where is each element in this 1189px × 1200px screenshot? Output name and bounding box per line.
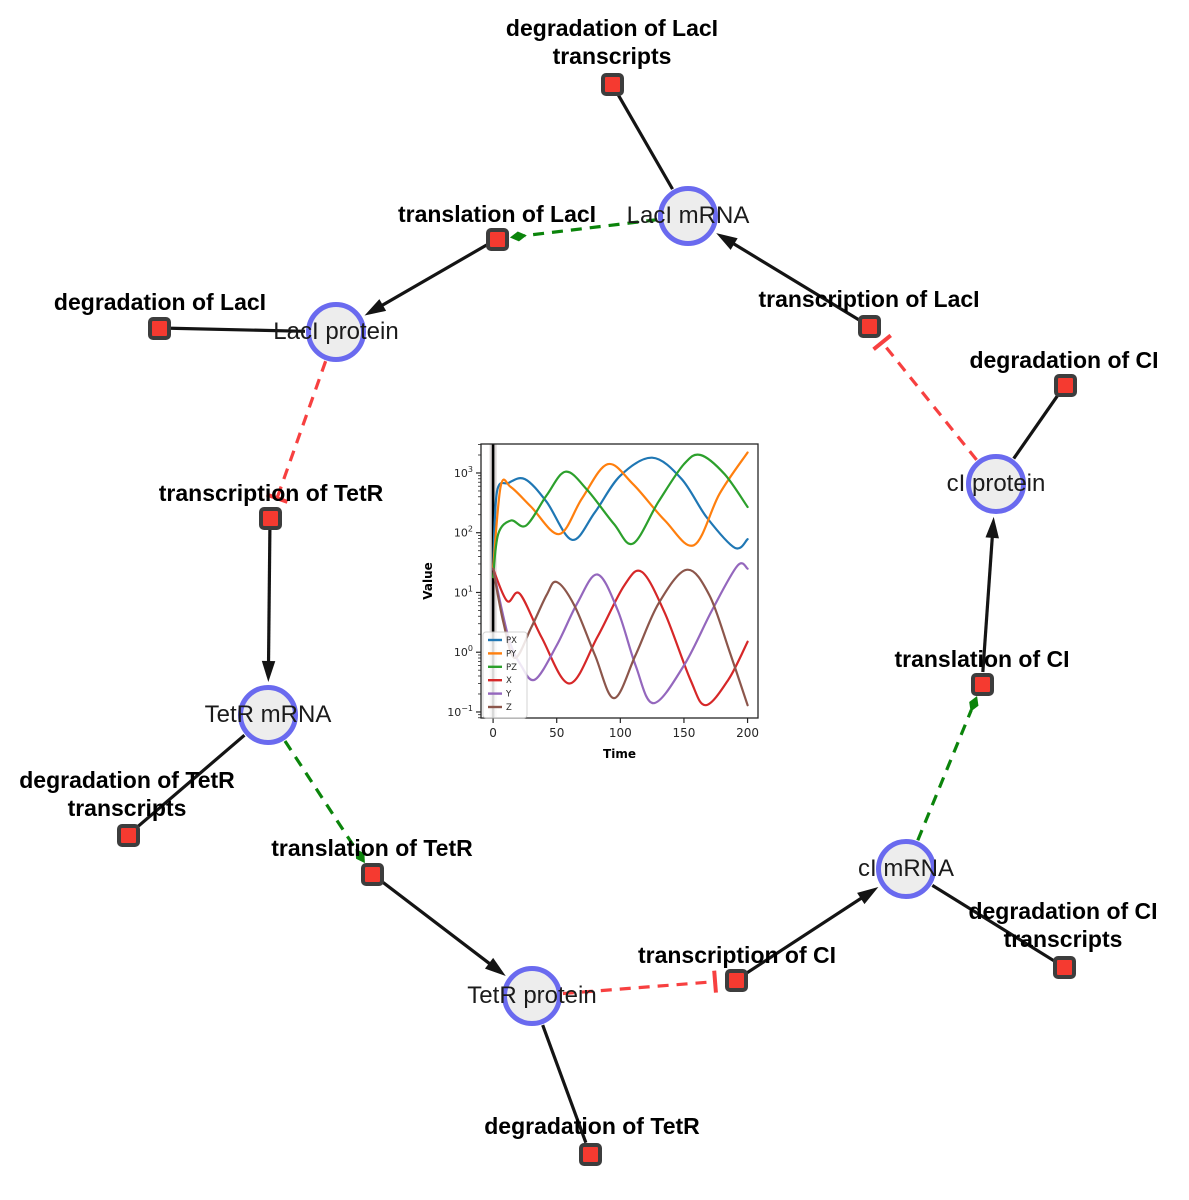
edge-laci-mrna-translation-of-laci xyxy=(509,218,658,242)
legend-label-PZ: PZ xyxy=(506,663,517,673)
legend-label-Y: Y xyxy=(505,690,512,700)
arrowhead-icon xyxy=(364,299,387,316)
inhibition-bar-icon xyxy=(712,970,718,993)
edge-ci-protein-transcription-of-laci xyxy=(872,333,978,461)
inhibition-bar-icon xyxy=(265,492,289,504)
reaction-node-degradation-of-tetr[interactable] xyxy=(578,1142,602,1166)
catalysis-diamond-icon xyxy=(355,848,365,864)
x-tick-label: 0 xyxy=(489,726,497,740)
timeseries-plot: 0 50 100 150 20010−1100101102103TimeValuePXP… xyxy=(407,437,787,763)
legend-label-PX: PX xyxy=(506,636,517,646)
y-tick-label: 10−1 xyxy=(447,704,473,719)
catalysis-diamond-icon xyxy=(969,696,979,712)
axes-spines xyxy=(480,443,759,719)
edge-tetr-mrna-translation-of-tetr xyxy=(283,740,365,864)
y-tick-label: 101 xyxy=(454,584,473,599)
series-line-PY xyxy=(492,451,749,570)
reaction-label-translation-of-tetr: translation of TetR xyxy=(271,835,473,861)
edge-tetr-protein-degradation-of-tetr xyxy=(541,1024,588,1144)
catalysis-diamond-icon xyxy=(509,231,527,242)
edge-ci-mrna-translation-of-ci xyxy=(916,696,979,841)
reaction-node-transcription-of-ci[interactable] xyxy=(724,968,748,992)
reaction-node-degradation-of-tetr-transcripts[interactable] xyxy=(116,823,140,847)
arrowhead-icon xyxy=(985,516,999,539)
legend-label-Z: Z xyxy=(506,703,512,713)
reaction-node-degradation-of-ci[interactable] xyxy=(1053,373,1077,397)
x-tick-label: 50 xyxy=(549,726,564,740)
legend-label-PY: PY xyxy=(506,649,517,659)
edge-transcription-of-laci-laci-mrna xyxy=(716,233,860,322)
arrowhead-icon xyxy=(261,660,276,683)
edge-translation-of-laci-laci-protein xyxy=(364,243,488,316)
edge-transcription-of-ci-ci-mrna xyxy=(745,887,879,975)
reaction-label-degradation-of-tetr: degradation of TetR xyxy=(484,1113,700,1139)
y-axis-title: Value xyxy=(421,562,435,600)
reaction-node-transcription-of-tetr[interactable] xyxy=(258,506,282,530)
edge-tetr-mrna-degradation-of-tetr-transcripts xyxy=(136,733,246,829)
y-tick-label: 100 xyxy=(454,644,473,659)
x-tick-label: 100 xyxy=(609,726,632,740)
reaction-node-degradation-of-ci-transcripts[interactable] xyxy=(1052,955,1076,979)
edge-laci-protein-degradation-of-laci xyxy=(170,326,306,333)
series-line-PZ xyxy=(492,453,749,579)
edge-laci-mrna-degradation-of-laci-transcripts xyxy=(616,93,674,190)
species-node-laci-protein[interactable] xyxy=(306,302,366,362)
reaction-label-degradation-of-laci: degradation of LacI xyxy=(53,289,267,315)
edge-tetr-protein-transcription-of-ci xyxy=(562,970,718,996)
reaction-node-transcription-of-laci[interactable] xyxy=(857,314,881,338)
inhibition-bar-icon xyxy=(872,333,892,351)
species-node-ci-mrna[interactable] xyxy=(876,839,936,899)
arrowhead-icon xyxy=(484,957,506,976)
reaction-label-degradation-of-tetr-transcripts-line1: degradation of TetR xyxy=(19,767,235,793)
reaction-label-transcription-of-ci: transcription of CI xyxy=(637,942,837,968)
species-label-tetr-mrna: TetR mRNA xyxy=(204,701,332,728)
species-label-laci-protein: LacI protein xyxy=(273,318,399,345)
edge-transcription-of-tetr-tetr-mrna xyxy=(261,529,276,683)
edge-laci-protein-transcription-of-tetr xyxy=(265,360,328,504)
species-node-tetr-protein[interactable] xyxy=(502,966,562,1026)
species-node-ci-protein[interactable] xyxy=(966,454,1026,514)
reaction-node-translation-of-tetr[interactable] xyxy=(360,862,384,886)
edge-ci-protein-degradation-of-ci xyxy=(1012,393,1060,460)
legend-label-X: X xyxy=(506,676,512,686)
reaction-label-transcription-of-laci: transcription of LacI xyxy=(758,286,980,312)
edge-translation-of-tetr-tetr-protein xyxy=(380,880,506,976)
reaction-label-degradation-of-ci-transcripts-line1: degradation of CI xyxy=(968,898,1158,924)
reaction-label-translation-of-laci: translation of LacI xyxy=(397,201,597,227)
species-node-laci-mrna[interactable] xyxy=(658,186,718,246)
x-tick-label: 200 xyxy=(736,726,759,740)
edge-translation-of-ci-ci-protein xyxy=(981,516,999,673)
reaction-label-degradation-of-laci-transcripts-line1: degradation of LacI xyxy=(505,15,719,41)
reaction-node-degradation-of-laci-transcripts[interactable] xyxy=(600,72,624,96)
arrowhead-icon xyxy=(857,887,879,905)
series-line-X xyxy=(492,567,749,707)
y-tick-label: 103 xyxy=(454,465,473,480)
reaction-label-degradation-of-ci-transcripts-line2: transcripts xyxy=(1003,926,1123,952)
reaction-label-transcription-of-tetr: transcription of TetR xyxy=(158,480,384,506)
species-node-tetr-mrna[interactable] xyxy=(238,685,298,745)
reaction-label-degradation-of-ci: degradation of CI xyxy=(969,347,1159,373)
x-tick-label: 150 xyxy=(672,726,695,740)
species-label-ci-protein: cI protein xyxy=(946,470,1046,497)
reaction-node-degradation-of-laci[interactable] xyxy=(147,316,171,340)
species-label-tetr-protein: TetR protein xyxy=(467,982,597,1009)
chart-legend: PX PY PZ XYZ xyxy=(482,631,528,719)
reaction-label-degradation-of-laci-transcripts-line2: transcripts xyxy=(552,43,672,69)
chart-background xyxy=(407,437,787,763)
x-axis-title: Time xyxy=(603,747,636,761)
y-tick-label: 102 xyxy=(454,525,473,540)
reaction-label-translation-of-ci: translation of CI xyxy=(894,646,1070,672)
edge-ci-mrna-degradation-of-ci-transcripts xyxy=(931,883,1055,963)
species-label-ci-mrna: cI mRNA xyxy=(858,855,954,882)
species-label-laci-mrna: LacI mRNA xyxy=(626,202,750,229)
reaction-label-degradation-of-tetr-transcripts-line2: transcripts xyxy=(67,795,187,821)
arrowhead-icon xyxy=(716,233,738,250)
reaction-node-translation-of-laci[interactable] xyxy=(485,227,509,251)
reaction-node-translation-of-ci[interactable] xyxy=(970,672,994,696)
